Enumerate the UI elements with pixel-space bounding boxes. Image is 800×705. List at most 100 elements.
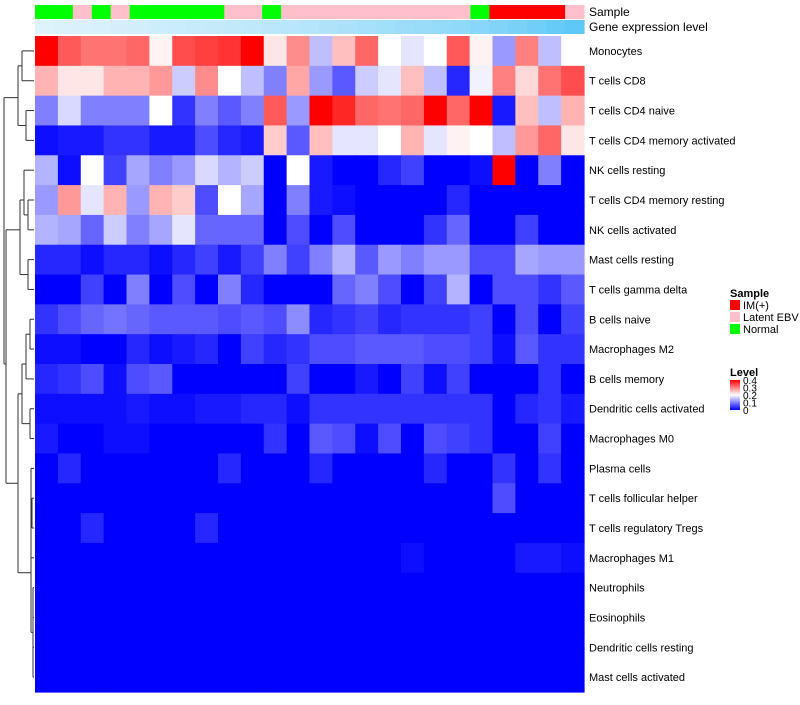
heatmap-cell — [515, 364, 539, 395]
sample-annotation-cell — [489, 5, 509, 19]
heatmap-cell — [149, 632, 173, 663]
heatmap-cell — [195, 423, 219, 455]
heatmap-cell — [80, 185, 105, 216]
heatmap-cell — [561, 483, 585, 514]
gene-expression-annotation-cell — [300, 20, 320, 34]
heatmap-cell — [538, 513, 562, 544]
row-label: T cells gamma delta — [589, 284, 688, 296]
heatmap-cell — [401, 393, 425, 425]
heatmap-cell — [561, 65, 585, 97]
heatmap-cell — [286, 244, 311, 276]
heatmap-cell — [35, 125, 59, 156]
sample-annotation-cell — [356, 5, 377, 19]
gene-expression-annotation-cell — [281, 20, 301, 34]
heatmap-cell — [263, 185, 288, 216]
heatmap-cell — [218, 662, 242, 693]
row-label: NK cells activated — [589, 225, 676, 237]
heatmap-cell — [401, 513, 425, 544]
sample-annotation-cell — [527, 5, 547, 19]
heatmap-cell — [172, 155, 196, 186]
heatmap-cell — [172, 244, 196, 276]
heatmap-cell — [126, 423, 150, 455]
heatmap-cell — [149, 513, 173, 544]
heatmap-cell — [423, 244, 448, 276]
sample-annotation-cell — [186, 5, 206, 19]
heatmap-cell — [218, 334, 242, 365]
heatmap-cell — [423, 662, 448, 693]
heatmap-cell — [286, 483, 311, 514]
heatmap-cell — [195, 155, 219, 186]
heatmap-cell — [263, 662, 288, 693]
heatmap-cell — [172, 483, 196, 514]
heatmap-cell — [446, 632, 471, 663]
heatmap-cell — [263, 364, 288, 395]
heatmap-cell — [309, 334, 333, 365]
heatmap-cell — [263, 542, 288, 574]
heatmap-cell — [538, 662, 562, 693]
heatmap-cell — [57, 662, 82, 693]
heatmap-cell — [80, 632, 105, 663]
heatmap-cell — [515, 483, 539, 514]
heatmap-cell — [286, 185, 311, 216]
heatmap-cell — [561, 334, 585, 365]
heatmap-cell — [515, 632, 539, 663]
heatmap-cell — [263, 602, 288, 633]
heatmap-cell — [80, 214, 105, 246]
heatmap-cell — [492, 364, 516, 395]
sample-annotation-cell — [148, 5, 169, 19]
heatmap-cell — [515, 393, 539, 425]
heatmap-cell — [263, 483, 288, 514]
sample-annotation-cell — [167, 5, 188, 19]
heatmap-cell — [355, 155, 379, 186]
heatmap-cell — [355, 304, 379, 335]
heatmap-cell — [332, 185, 356, 216]
heatmap-cell — [149, 185, 173, 216]
heatmap-cell — [103, 274, 128, 305]
heatmap-cell — [355, 214, 379, 246]
gene-expression-annotation-cell — [186, 20, 206, 34]
heatmap-cell — [286, 453, 311, 484]
gene-expression-annotation-cell — [375, 20, 396, 34]
heatmap-cell — [240, 214, 265, 246]
sample-annotation-cell — [470, 5, 490, 19]
heatmap-cell — [126, 483, 150, 514]
gene-expression-annotation-cell — [432, 20, 453, 34]
row-label: Mast cells resting — [589, 255, 674, 267]
gene-expression-annotation-cell — [110, 20, 131, 34]
heatmap-cell — [103, 393, 128, 425]
heatmap-cell — [35, 662, 59, 693]
heatmap-cell — [492, 393, 516, 425]
heatmap-cell — [423, 632, 448, 663]
sample-annotation-cell — [53, 5, 74, 19]
heatmap-cell — [149, 65, 173, 97]
heatmap-cell — [126, 513, 150, 544]
heatmap-cell — [149, 334, 173, 365]
heatmap-cell — [423, 513, 448, 544]
heatmap-cell — [286, 125, 311, 156]
heatmap-cell — [218, 304, 242, 335]
heatmap-cell — [423, 453, 448, 484]
heatmap-cell — [515, 602, 539, 633]
heatmap-cell — [538, 453, 562, 484]
heatmap-cell — [561, 304, 585, 335]
heatmap-cell — [240, 125, 265, 156]
heatmap-cell — [80, 423, 105, 455]
heatmap-cell — [492, 662, 516, 693]
heatmap-cell — [332, 95, 356, 127]
heatmap-cell — [401, 214, 425, 246]
heatmap-cell — [172, 214, 196, 246]
heatmap-cell — [57, 155, 82, 186]
heatmap-cell — [515, 334, 539, 365]
heatmap-cell — [309, 483, 333, 514]
gene-expression-annotation-cell — [508, 20, 528, 34]
heatmap-cell — [492, 632, 516, 663]
heatmap-cell — [561, 572, 585, 604]
heatmap-cell — [195, 36, 219, 67]
heatmap-cell — [423, 304, 448, 335]
heatmap-cell — [195, 513, 219, 544]
heatmap-cell — [515, 513, 539, 544]
heatmap-cell — [35, 36, 59, 67]
heatmap-cell — [355, 453, 379, 484]
heatmap-cell — [35, 334, 59, 365]
